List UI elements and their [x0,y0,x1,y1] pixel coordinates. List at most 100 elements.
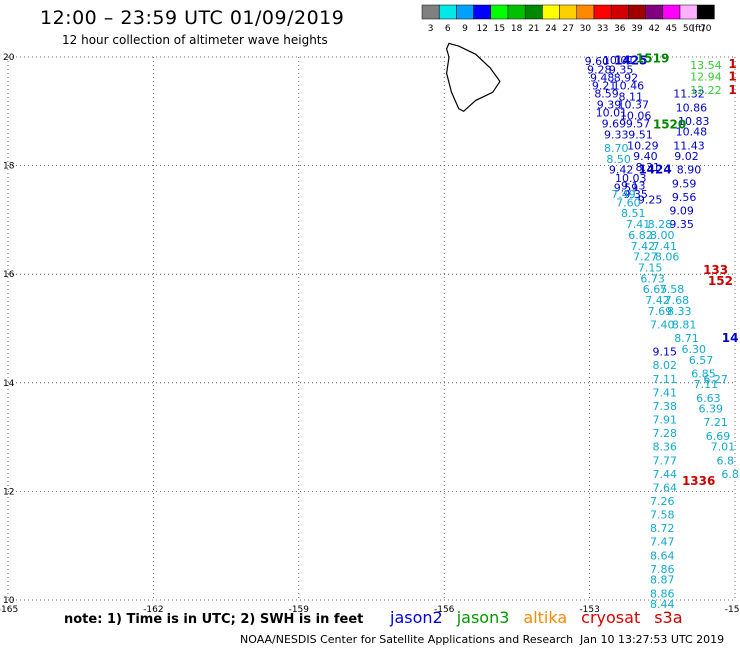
track-jason2-label: 1425 1424 14 [614,54,738,345]
wave-height-label: 6.30 [682,343,707,356]
legend-altika: altika [523,608,568,627]
wave-height-label: 1 [728,69,736,83]
island-outline [445,42,501,113]
wave-height-label: 7.15 [638,261,663,274]
wave-height-label: 8.36 [652,441,677,454]
wave-height-label: 7.69 [648,305,673,318]
wave-height-label: 8.72 [650,522,675,535]
wave-height-label: 6.63 [696,392,721,405]
wave-height-label: 7.64 [652,481,677,494]
wave-height-label: 10.48 [676,126,708,139]
wave-height-label: 7.77 [652,454,677,467]
wave-height-label: 8.90 [677,164,702,177]
wave-height-label: 9.51 [628,128,653,141]
wave-height-label: 8.71 [674,332,699,345]
wave-height-label: 9.40 [633,150,658,163]
wave-height-label: 6.8 [721,468,739,481]
track-saral-cyan: 8.708.507.497.608.517.416.827.427.277.15… [604,142,739,611]
wave-height-label: 7.21 [703,416,728,429]
wave-height-label: 133 [703,263,728,277]
wave-height-label: 9.60 [585,55,610,68]
wave-height-label: 13.54 [690,59,722,72]
wave-height-label: 7.27 [633,251,658,264]
wave-height-label: 6.27 [703,373,728,386]
lon-tick-label: -153 [579,605,599,615]
wave-height-label: 8.06 [655,251,680,264]
wave-height-label: 6.69 [706,430,731,443]
scale-label-6: 6 [445,24,451,34]
wave-height-label: 8.81 [672,319,697,332]
scale-label-3: 3 [428,24,434,34]
wave-height-label: 9.25 [638,194,663,207]
wave-height-label: 7.11 [694,378,719,391]
scale-label-36: 36 [614,24,626,34]
wave-height-label: 7.60 [616,196,641,209]
wave-height-label: 10.83 [678,115,710,128]
map-grid: -165 -162 -159 -156 -153 -150 10 12 14 16 18 20 [0,53,740,615]
wave-height-label: 8.02 [652,359,677,372]
legend-s3a: s3a [654,608,683,627]
wave-height-label: 7.42 [645,294,670,307]
wave-height-label: 8.31 [636,161,661,174]
wave-height-label: 7.47 [650,536,675,549]
wave-height-label: 9.35 [623,188,648,201]
wave-height-label: 9.59 [614,182,639,195]
scale-label-24: 24 [545,24,557,34]
wave-height-label: 7.41 [652,240,677,253]
wave-height-label: 10.86 [676,101,708,114]
legend-jason2: jason2 [390,608,443,627]
wave-height-label: 8.86 [650,587,675,600]
legend-jason3: jason3 [456,608,510,627]
scale-label-15: 15 [494,24,505,34]
scale-label-27: 27 [562,24,573,34]
lat-tick-label: 10 [3,596,15,606]
wave-height-label: 9.42 [609,164,634,177]
wave-height-label: 7.58 [650,509,675,522]
wave-height-label: 11.32 [673,88,705,101]
wave-height-label: 8.50 [606,153,631,166]
lon-tick-label: -159 [289,605,310,615]
wave-height-label: 7.41 [626,218,651,231]
lon-tick-label: -162 [143,605,163,615]
wave-height-label: 7.42 [631,240,656,253]
scale-label-30: 30 [580,24,592,34]
wave-height-label: 6.73 [640,272,665,285]
wave-height-label: 9.13 [621,179,646,192]
wave-height-label: 7.68 [665,294,690,307]
wave-height-label: 8.92 [614,71,639,84]
wave-height-label: 7.01 [711,441,736,454]
wave-height-label: 152 [708,274,733,288]
wave-height-label: 10.29 [627,139,659,152]
legend-cryosat: cryosat [581,608,641,627]
wave-height-label: 1 [728,83,736,97]
scale-label-42: 42 [648,24,659,34]
wave-height-label: 9.35 [669,218,694,231]
wave-height-label: 9.35 [609,63,634,76]
scale-label-39: 39 [631,24,643,34]
wave-height-label: 8.64 [650,549,675,562]
wave-height-label: 9.33 [604,128,629,141]
lat-tick-label: 18 [3,162,15,172]
wave-height-label: 9.56 [672,191,697,204]
lon-tick-label: -150 [725,605,740,615]
wave-height-label: 7.11 [652,373,677,386]
track-jason2: 9.609.289.489.218.599.3910.019.699.339.4… [585,54,710,359]
wave-height-label: 9.15 [652,346,677,359]
footer-timestamp: Jan 10 13:27:53 UTC 2019 [580,633,725,646]
scale-label-70: 70 [700,24,712,34]
scale-label-21: 21 [528,24,539,34]
wave-height-label: 7.41 [652,386,677,399]
wave-height-label: 10.46 [613,80,645,93]
wave-height-label: 8.59 [594,88,619,101]
wave-height-label: 1520 [653,118,686,132]
wave-height-label: 8.00 [650,229,675,242]
wave-height-label: 9.02 [674,150,699,163]
scale-unit: (ft) [692,24,706,34]
wave-height-label: 7.26 [650,495,675,508]
wave-height-label: 7.91 [652,414,677,427]
scale-label-18: 18 [511,24,523,34]
wave-height-label: 10.01 [603,54,635,67]
wave-height-label: 1336 [682,474,715,488]
